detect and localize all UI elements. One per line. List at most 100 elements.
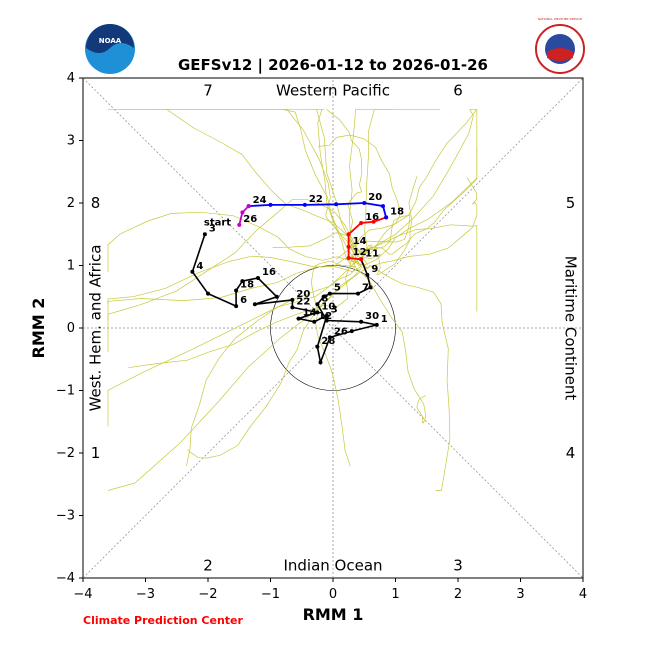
forecast-point <box>346 232 351 237</box>
x-tick-label: 2 <box>454 587 462 602</box>
ensemble-member-line <box>107 211 365 272</box>
ensemble-member-line <box>352 108 477 265</box>
phase-label: 5 <box>566 194 576 212</box>
observed-day-label: 8 <box>321 293 328 304</box>
phase-label: 1 <box>91 444 101 462</box>
ensemble-member-line <box>108 108 359 251</box>
ensemble-member-line <box>311 108 353 268</box>
observed-day-label: 18 <box>240 280 254 291</box>
ensemble-member-line <box>363 109 478 267</box>
observed-point <box>202 232 207 237</box>
noaa-logo-text: NOAA <box>99 37 122 45</box>
ensemble-member-line <box>354 109 478 256</box>
ensemble-member-line <box>349 108 394 254</box>
observed-day-label: 11 <box>365 248 379 259</box>
observed-point <box>327 335 332 340</box>
x-tick-label: 0 <box>329 587 337 602</box>
y-tick-label: 3 <box>67 134 75 149</box>
observed-day-label: 16 <box>262 267 276 278</box>
y-tick-label: 4 <box>67 71 75 86</box>
observed-point <box>315 310 320 315</box>
ensemble-member-line <box>107 254 367 304</box>
observed-point <box>315 344 320 349</box>
region-label-bottom: Indian Ocean <box>283 557 382 575</box>
start-label: start <box>204 217 231 228</box>
ensemble-member-line <box>186 255 358 467</box>
observed-day-label: 4 <box>196 261 203 272</box>
ensemble-member-line <box>365 177 478 269</box>
phase-label: 7 <box>203 82 213 100</box>
y-axis-label: RMM 2 <box>29 298 48 359</box>
observed-point <box>365 272 370 277</box>
forecast-day-label: 18 <box>390 206 404 217</box>
forecast-point <box>246 204 251 209</box>
observed-point <box>290 305 295 310</box>
x-tick-label: 3 <box>516 587 524 602</box>
ensemble-member-line <box>318 134 401 255</box>
x-tick-label: −1 <box>261 587 280 602</box>
noaa-logo: NOAA <box>85 24 135 74</box>
x-tick-label: −4 <box>73 587 92 602</box>
ensemble-member-line <box>361 147 478 256</box>
forecast-point <box>359 221 364 225</box>
observed-point <box>290 297 295 302</box>
y-tick-label: −1 <box>56 384 75 399</box>
observed-day-label: 22 <box>296 296 310 307</box>
ensemble-member-line <box>364 108 441 257</box>
observed-point <box>240 279 245 284</box>
y-tick-label: 0 <box>67 321 75 336</box>
phase-label: 8 <box>91 194 101 212</box>
forecast-point <box>237 222 242 227</box>
observed-point <box>356 291 360 296</box>
observed-day-label: 3 <box>331 305 338 316</box>
region-label-right: Maritime Continent <box>562 256 580 401</box>
ensemble-member-line <box>359 224 478 312</box>
phase-label: 3 <box>453 557 463 575</box>
observed-day-label: 5 <box>334 283 341 294</box>
unit-circle <box>270 265 396 391</box>
observed-point <box>274 294 279 299</box>
forecast-point <box>381 204 385 209</box>
observed-point <box>252 302 257 307</box>
observed-day-label: 14 <box>303 308 317 319</box>
ensemble-member-line <box>107 258 363 427</box>
forecast-point <box>302 202 307 207</box>
observed-point <box>321 294 326 299</box>
ensemble-member-line <box>107 198 368 320</box>
ensemble-member-line <box>157 108 353 252</box>
ensemble-member-line <box>363 176 418 276</box>
observed-point <box>234 304 239 309</box>
forecast-point <box>384 215 389 220</box>
ensemble-member-line <box>107 267 370 491</box>
forecast-day-label: 20 <box>368 192 382 203</box>
x-tick-label: −3 <box>136 587 155 602</box>
observed-point <box>324 313 329 318</box>
forecast-day-label: 14 <box>353 236 367 247</box>
observed-day-label: 3 <box>209 223 216 234</box>
forecast-day-label: 24 <box>253 195 267 206</box>
forecast-point <box>240 210 245 215</box>
region-label-left: West. Hem. and Africa <box>87 245 105 412</box>
observed-day-label: 10 <box>321 301 335 312</box>
observed-point <box>327 291 332 296</box>
forecast-day-label: 22 <box>309 194 323 205</box>
x-tick-label: 4 <box>579 587 587 602</box>
observed-point <box>368 285 373 290</box>
region-label-top: Western Pacific <box>276 82 390 100</box>
observed-point <box>296 316 301 321</box>
x-tick-label: 1 <box>391 587 399 602</box>
nws-logo-text: NATIONAL WEATHER SERVICE <box>538 17 583 21</box>
y-tick-label: 1 <box>67 259 75 274</box>
forecast-point <box>359 257 364 262</box>
forecast-point <box>346 256 351 260</box>
forecast-day-label: 26 <box>243 214 257 225</box>
forecast-point <box>268 202 273 207</box>
observed-point <box>206 291 210 296</box>
observed-day-label: 1 <box>381 314 388 325</box>
ensemble-member-line <box>368 264 451 491</box>
x-tick-label: −2 <box>198 587 217 602</box>
ensemble-member-line <box>354 266 427 424</box>
observed-day-label: 7 <box>362 283 369 294</box>
